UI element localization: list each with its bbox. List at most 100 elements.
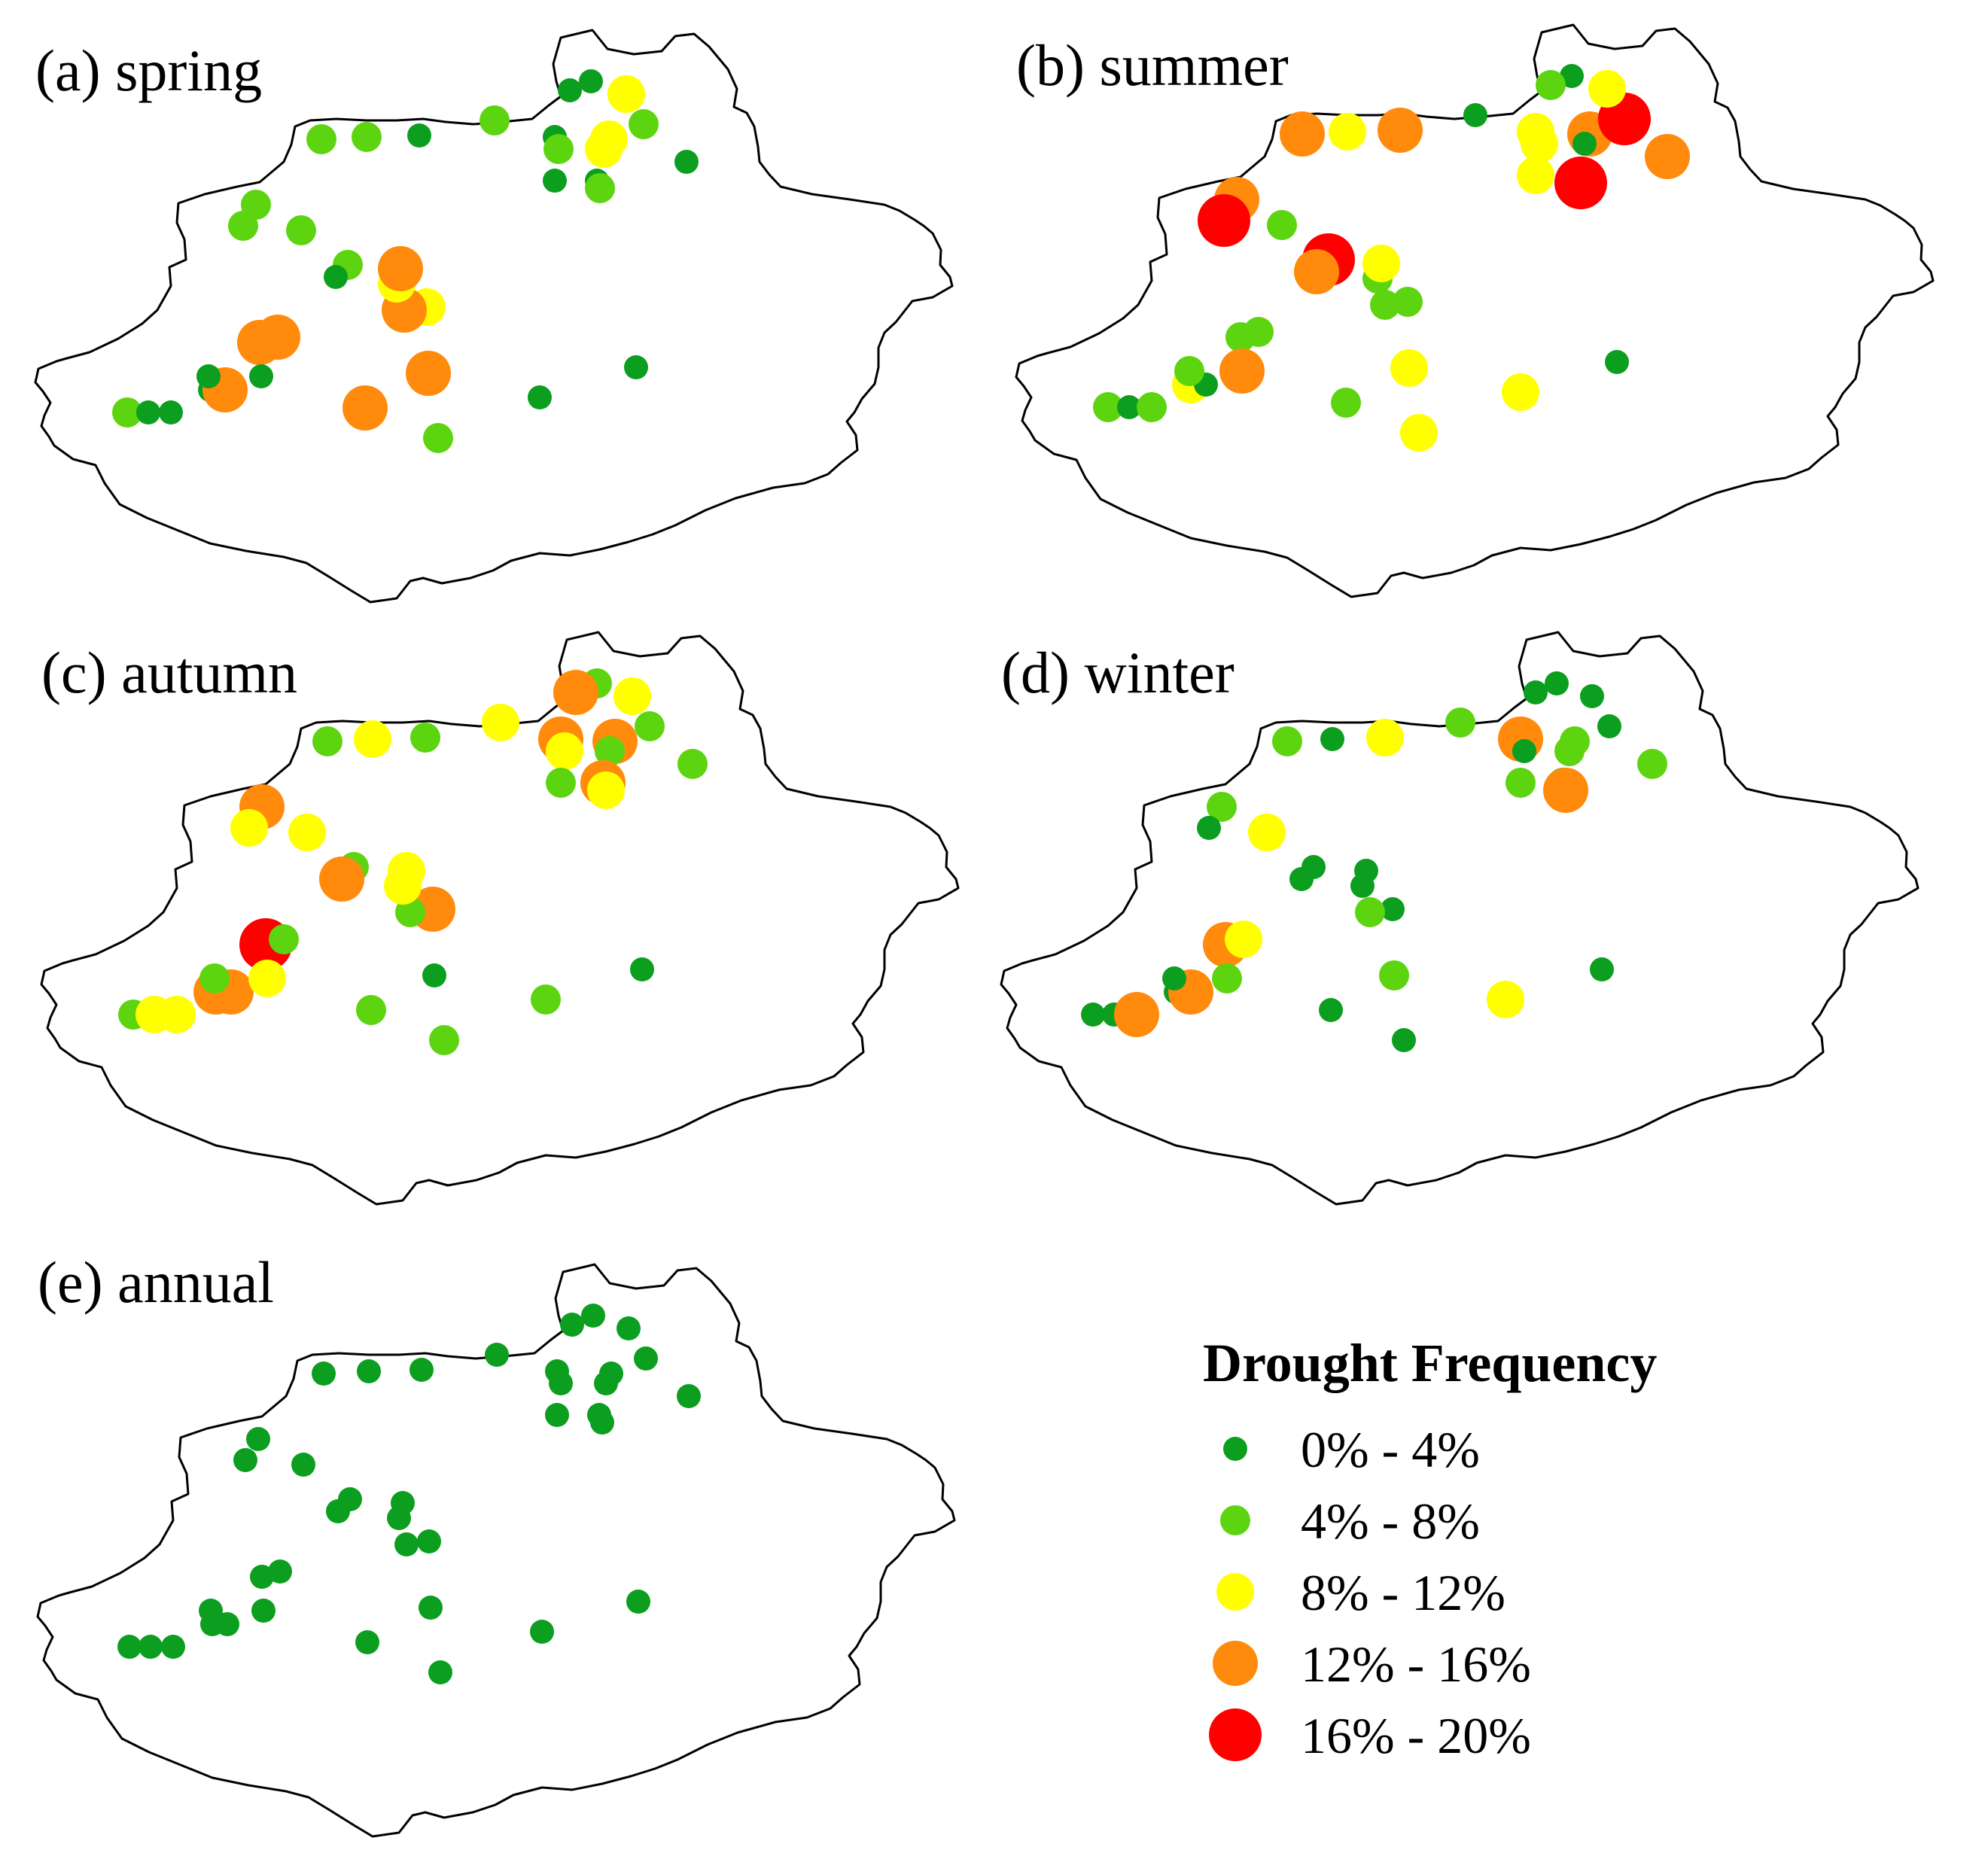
station-marker <box>1572 132 1597 156</box>
station-marker <box>1580 684 1604 708</box>
station-marker <box>1400 414 1438 452</box>
station-marker <box>1392 1028 1416 1052</box>
station-marker <box>1219 348 1265 394</box>
station-marker <box>417 1529 441 1553</box>
station-points <box>1081 671 1667 1052</box>
station-marker <box>674 150 699 174</box>
station-marker <box>228 211 258 241</box>
legend-symbol <box>1209 1708 1262 1761</box>
station-marker <box>352 122 382 152</box>
station-marker <box>1637 749 1667 779</box>
panel-title: (a) spring <box>35 38 262 103</box>
station-marker <box>1379 960 1409 990</box>
station-marker <box>378 246 423 291</box>
station-marker <box>579 69 603 93</box>
station-marker <box>1554 736 1585 766</box>
station-marker <box>423 423 453 453</box>
legend-label: 0% - 4% <box>1301 1421 1480 1478</box>
station-points <box>117 1304 701 1684</box>
station-marker <box>136 400 160 424</box>
station-marker <box>394 1532 419 1556</box>
station-marker <box>1162 966 1186 990</box>
station-marker <box>630 957 654 981</box>
station-marker <box>485 1343 509 1367</box>
panel-title: (e) annual <box>38 1249 274 1315</box>
station-marker <box>268 1559 292 1584</box>
station-marker <box>112 397 142 427</box>
station-marker <box>215 1612 239 1636</box>
station-marker <box>1543 768 1588 813</box>
station-marker <box>1502 373 1539 411</box>
station-marker <box>419 1596 443 1620</box>
station-marker <box>161 1635 185 1659</box>
station-marker <box>1393 287 1423 317</box>
station-marker <box>635 711 665 741</box>
station-marker <box>356 995 386 1025</box>
station-marker <box>410 723 440 753</box>
station-marker <box>677 749 708 779</box>
station-marker <box>1362 245 1400 282</box>
station-marker <box>1536 70 1566 100</box>
station-marker <box>590 1410 614 1435</box>
station-marker <box>1505 768 1536 798</box>
station-marker <box>409 1358 434 1382</box>
station-marker <box>1590 957 1614 981</box>
station-marker <box>1319 998 1343 1022</box>
station-marker <box>1366 719 1404 756</box>
map-panel-summer: (b) summer <box>1015 23 1935 598</box>
station-points <box>118 668 708 1055</box>
station-marker <box>248 960 286 997</box>
station-marker <box>482 704 519 741</box>
station-marker <box>1545 671 1569 695</box>
station-marker <box>629 109 659 139</box>
station-marker <box>1487 981 1524 1018</box>
map-panel-winter: (d) winter <box>1000 631 1920 1206</box>
station-marker <box>1198 194 1250 247</box>
station-marker <box>545 1403 569 1427</box>
station-marker <box>388 852 425 890</box>
station-marker <box>531 984 561 1015</box>
station-marker <box>546 732 583 770</box>
station-marker <box>158 996 196 1033</box>
station-marker <box>428 1660 452 1684</box>
station-marker <box>230 809 268 847</box>
station-marker <box>558 78 582 102</box>
station-marker <box>422 963 446 987</box>
station-marker <box>199 963 230 993</box>
station-marker <box>1267 210 1297 240</box>
station-marker <box>1605 350 1629 374</box>
station-marker <box>1354 859 1378 883</box>
station-marker <box>312 1362 336 1386</box>
station-marker <box>594 1371 618 1395</box>
station-marker <box>1294 249 1339 294</box>
panel-title: (d) winter <box>1001 640 1235 705</box>
station-marker <box>1370 290 1400 320</box>
station-marker <box>291 1453 315 1477</box>
station-marker <box>324 265 348 289</box>
legend-symbol <box>1220 1505 1250 1535</box>
station-marker <box>1197 816 1221 840</box>
station-marker <box>1645 134 1690 179</box>
panel-title: (b) summer <box>1016 32 1289 98</box>
station-marker <box>595 736 625 766</box>
station-marker <box>159 400 183 424</box>
station-marker <box>1320 727 1344 751</box>
station-marker <box>196 364 221 388</box>
station-points <box>112 69 699 453</box>
station-marker <box>286 215 316 245</box>
station-marker <box>1117 395 1141 419</box>
station-marker <box>406 351 451 396</box>
station-marker <box>581 1304 605 1328</box>
map-panels: (a) spring (b) summer (c) autumn (d) win… <box>34 23 1935 1838</box>
legend-symbol <box>1223 1437 1247 1461</box>
station-marker <box>355 1630 379 1654</box>
station-marker <box>1390 349 1428 387</box>
station-marker <box>139 1635 163 1659</box>
legend-title: Drought Frequency <box>1203 1333 1657 1393</box>
station-marker <box>1521 125 1558 163</box>
station-marker <box>117 1635 142 1659</box>
station-marker <box>479 105 510 135</box>
station-marker <box>1329 113 1366 151</box>
station-marker <box>587 771 625 809</box>
station-marker <box>585 173 615 203</box>
